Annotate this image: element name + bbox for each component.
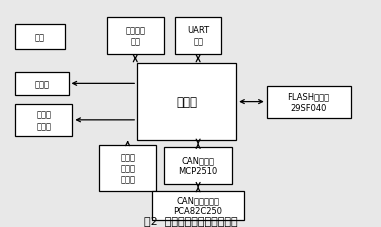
Text: 电源: 电源 (35, 33, 45, 42)
Bar (15, 25, 65, 50)
Bar (107, 18, 164, 54)
Text: UART
串口: UART 串口 (187, 26, 209, 46)
Text: 汉字液晶
模块: 汉字液晶 模块 (125, 26, 145, 46)
Text: 单片机: 单片机 (176, 96, 197, 109)
Bar (267, 86, 351, 118)
Text: 蜂鸣器: 蜂鸣器 (34, 79, 50, 89)
Text: FLASH存储器
29SF040: FLASH存储器 29SF040 (288, 92, 330, 112)
Bar (152, 191, 244, 220)
Text: CAN总线驱动器
PCA82C250: CAN总线驱动器 PCA82C250 (174, 195, 223, 215)
Bar (175, 18, 221, 54)
Bar (164, 148, 232, 184)
Text: 图2  汉字楼层显示器结构框图: 图2 汉字楼层显示器结构框图 (144, 215, 237, 225)
Bar (137, 64, 236, 141)
Text: 消音键
自检键
查询键: 消音键 自检键 查询键 (120, 153, 135, 183)
Bar (15, 104, 72, 136)
Bar (99, 145, 156, 191)
Text: CAN控制器
MCP2510: CAN控制器 MCP2510 (178, 156, 218, 176)
Bar (15, 73, 69, 95)
Text: 消音灯
火警灯: 消音灯 火警灯 (36, 110, 51, 130)
